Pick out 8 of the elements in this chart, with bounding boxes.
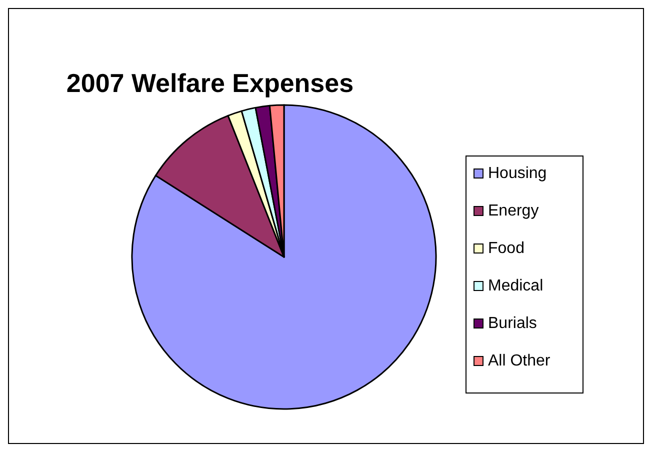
- legend-label: Burials: [488, 315, 537, 332]
- chart-title: 2007 Welfare Expenses: [66, 68, 354, 98]
- legend-label: All Other: [488, 352, 551, 370]
- legend-label: Medical: [488, 278, 544, 294]
- legend-label: Food: [488, 240, 524, 257]
- legend-label: Housing: [488, 165, 547, 182]
- legend-label: Energy: [488, 202, 539, 220]
- pie-slice: [131, 104, 437, 410]
